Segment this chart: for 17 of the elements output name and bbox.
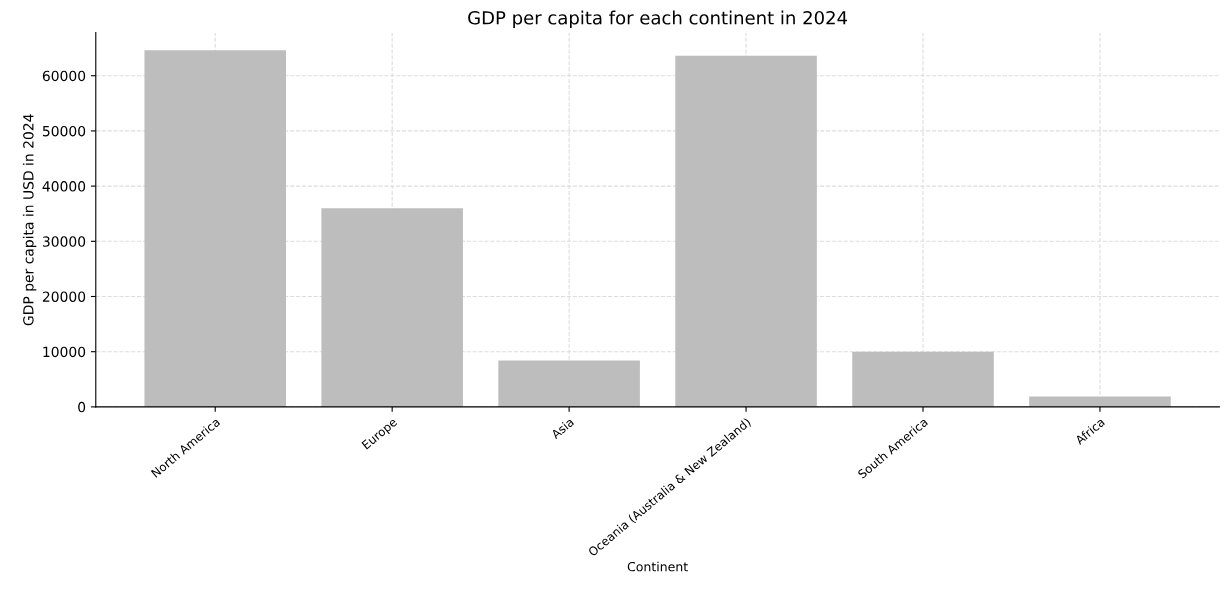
chart-title: GDP per capita for each continent in 2024 (468, 10, 848, 29)
bar (852, 351, 994, 407)
x-axis-title: Continent (627, 561, 688, 572)
x-tick-label: Asia (550, 417, 575, 440)
y-tick-label: 20000 (42, 291, 86, 302)
y-tick-label: 50000 (42, 125, 86, 137)
bar (498, 360, 640, 407)
bar (1029, 396, 1171, 407)
bar (675, 55, 817, 407)
y-tick-label: 40000 (42, 181, 86, 192)
bar (144, 50, 286, 407)
y-tick-label: 60000 (42, 70, 86, 82)
y-tick-label: 0 (78, 401, 86, 413)
y-tick-label: 10000 (43, 346, 86, 358)
y-axis-title: GDP per capita in USD in 2024 (22, 114, 37, 326)
bar (321, 208, 463, 407)
y-tick-label: 30000 (42, 236, 86, 247)
